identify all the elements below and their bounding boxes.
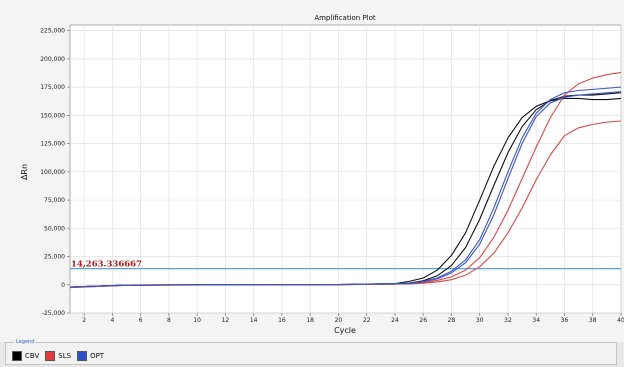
chart-title: Amplification Plot [314,14,376,22]
y-tick-label: 125,000 [40,141,65,148]
x-tick-label: 4 [110,317,114,324]
x-tick-label: 32 [504,317,512,324]
series-line-opt [69,91,622,288]
legend-label: OPT [90,352,105,360]
y-tick-label: 225,000 [40,28,65,35]
x-tick-label: 8 [167,317,171,324]
x-tick-label: 2 [82,317,86,324]
legend-swatch [45,351,56,361]
y-tick-label: -25,000 [42,310,65,317]
legend-items: CBV SLS OPT [12,351,104,361]
x-tick-label: 40 [617,317,624,324]
y-axis-title: ΔRn [20,164,29,180]
y-tick-label: 175,000 [40,84,65,91]
legend-title: Legend [14,339,37,345]
y-tick-label: 50,000 [44,225,65,232]
legend-item-opt: OPT [77,351,104,361]
legend-item-cbv: CBV [12,351,39,361]
y-tick-label: 150,000 [40,112,65,119]
x-tick-label: 18 [306,317,314,324]
tick-labels: 2 4 6 8 10 12 14 16 18 20 22 24 26 28 30 32 34 36 38 40-25,… [40,28,624,324]
legend-item-sls: SLS [45,351,71,361]
x-tick-label: 16 [278,317,286,324]
series-layer [69,71,622,289]
y-tick-label: 0 [61,282,65,289]
x-tick-label: 36 [561,317,569,324]
legend-swatch [77,351,88,361]
x-tick-label: 14 [250,317,258,324]
y-tick-label: 75,000 [44,197,65,204]
x-tick-label: 20 [335,317,343,324]
y-tick-label: 200,000 [40,56,65,63]
x-tick-label: 6 [139,317,143,324]
y-tick-label: 100,000 [40,169,65,176]
x-tick-label: 38 [589,317,597,324]
x-tick-label: 30 [476,317,484,324]
plot-area [69,24,622,314]
legend-label: CBV [25,352,40,360]
x-tick-label: 34 [532,317,540,324]
x-tick-label: 26 [419,317,427,324]
threshold-label: 14,263.336667 [71,260,142,270]
x-tick-label: 22 [363,317,371,324]
y-tick-label: 25,000 [44,254,65,261]
x-tick-label: 12 [222,317,230,324]
legend: Legend CBV SLS OPT [5,339,617,365]
x-tick-label: 24 [391,317,399,324]
x-axis-title: Cycle [334,326,356,335]
amplification-chart: Amplification Plot 2 4 6 8 10 12 14 16 18 20 22 24 2… [0,0,624,342]
legend-swatch [12,351,22,361]
legend-label: SLS [58,352,72,360]
x-tick-label: 10 [193,317,201,324]
x-tick-label: 28 [448,317,456,324]
